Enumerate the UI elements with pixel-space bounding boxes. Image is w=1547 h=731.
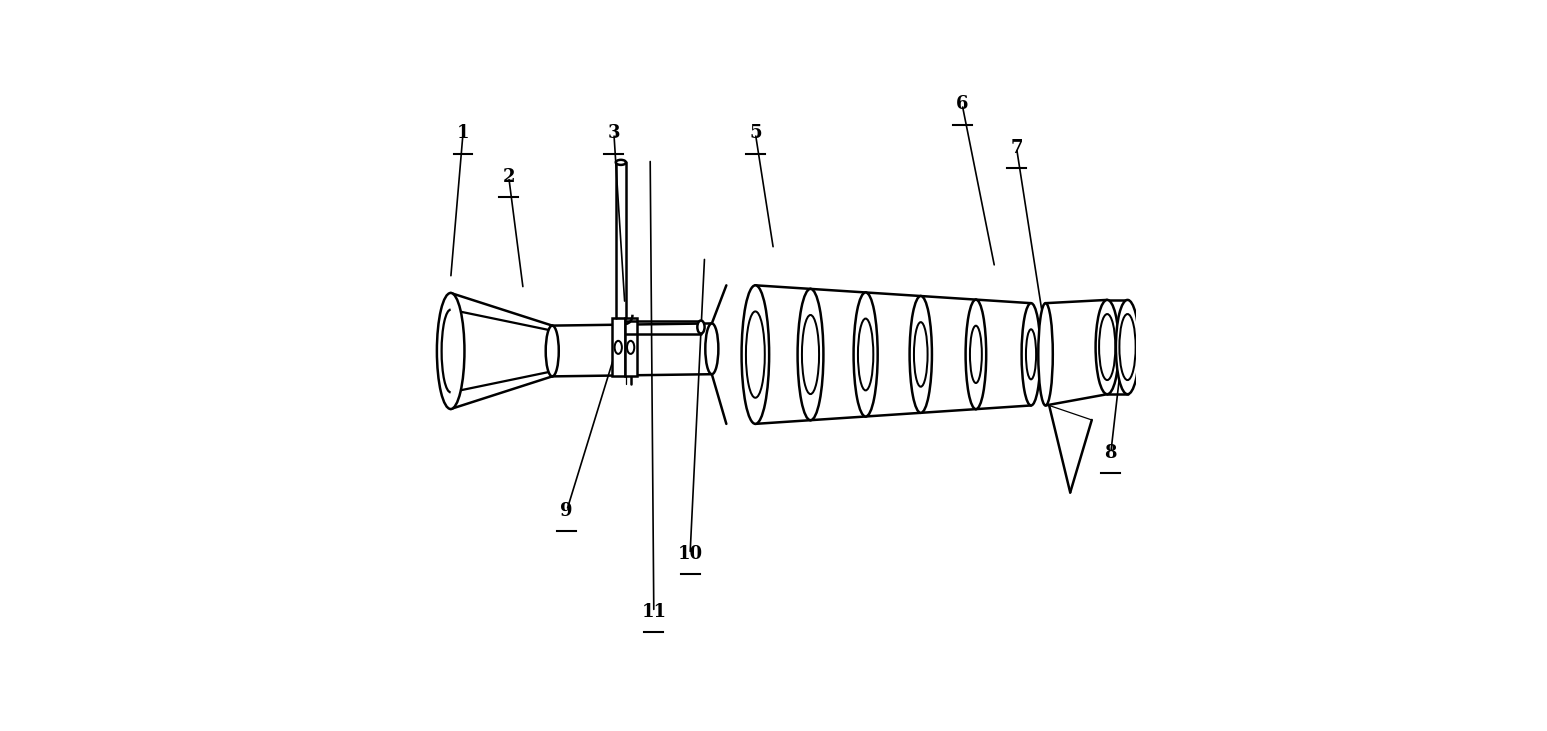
- Bar: [611, 318, 625, 376]
- Text: 6: 6: [956, 95, 968, 113]
- Ellipse shape: [746, 311, 764, 398]
- Ellipse shape: [616, 160, 627, 165]
- Text: 8: 8: [1105, 444, 1117, 461]
- Text: 9: 9: [560, 501, 572, 520]
- Ellipse shape: [965, 300, 985, 409]
- Ellipse shape: [914, 322, 928, 387]
- Ellipse shape: [1038, 303, 1054, 406]
- Ellipse shape: [614, 341, 622, 354]
- Ellipse shape: [1120, 314, 1135, 380]
- Ellipse shape: [546, 325, 558, 376]
- Ellipse shape: [798, 289, 823, 420]
- Text: 1: 1: [456, 124, 469, 143]
- Text: 7: 7: [1010, 139, 1023, 157]
- Text: 5: 5: [749, 124, 761, 143]
- Ellipse shape: [970, 326, 982, 383]
- Ellipse shape: [854, 292, 877, 417]
- Text: 3: 3: [608, 124, 620, 143]
- Ellipse shape: [436, 293, 464, 409]
- Ellipse shape: [698, 320, 704, 333]
- Ellipse shape: [705, 323, 718, 374]
- Ellipse shape: [1021, 303, 1041, 406]
- Text: 10: 10: [678, 545, 702, 563]
- Ellipse shape: [627, 341, 634, 354]
- Ellipse shape: [910, 296, 931, 413]
- Ellipse shape: [1098, 314, 1115, 380]
- Ellipse shape: [1095, 300, 1118, 394]
- Ellipse shape: [741, 285, 769, 424]
- Bar: [625, 318, 636, 376]
- Ellipse shape: [801, 315, 818, 394]
- Ellipse shape: [1115, 300, 1139, 394]
- Ellipse shape: [1026, 329, 1036, 379]
- Text: 11: 11: [642, 603, 667, 621]
- Text: 2: 2: [503, 168, 515, 186]
- Ellipse shape: [859, 319, 874, 390]
